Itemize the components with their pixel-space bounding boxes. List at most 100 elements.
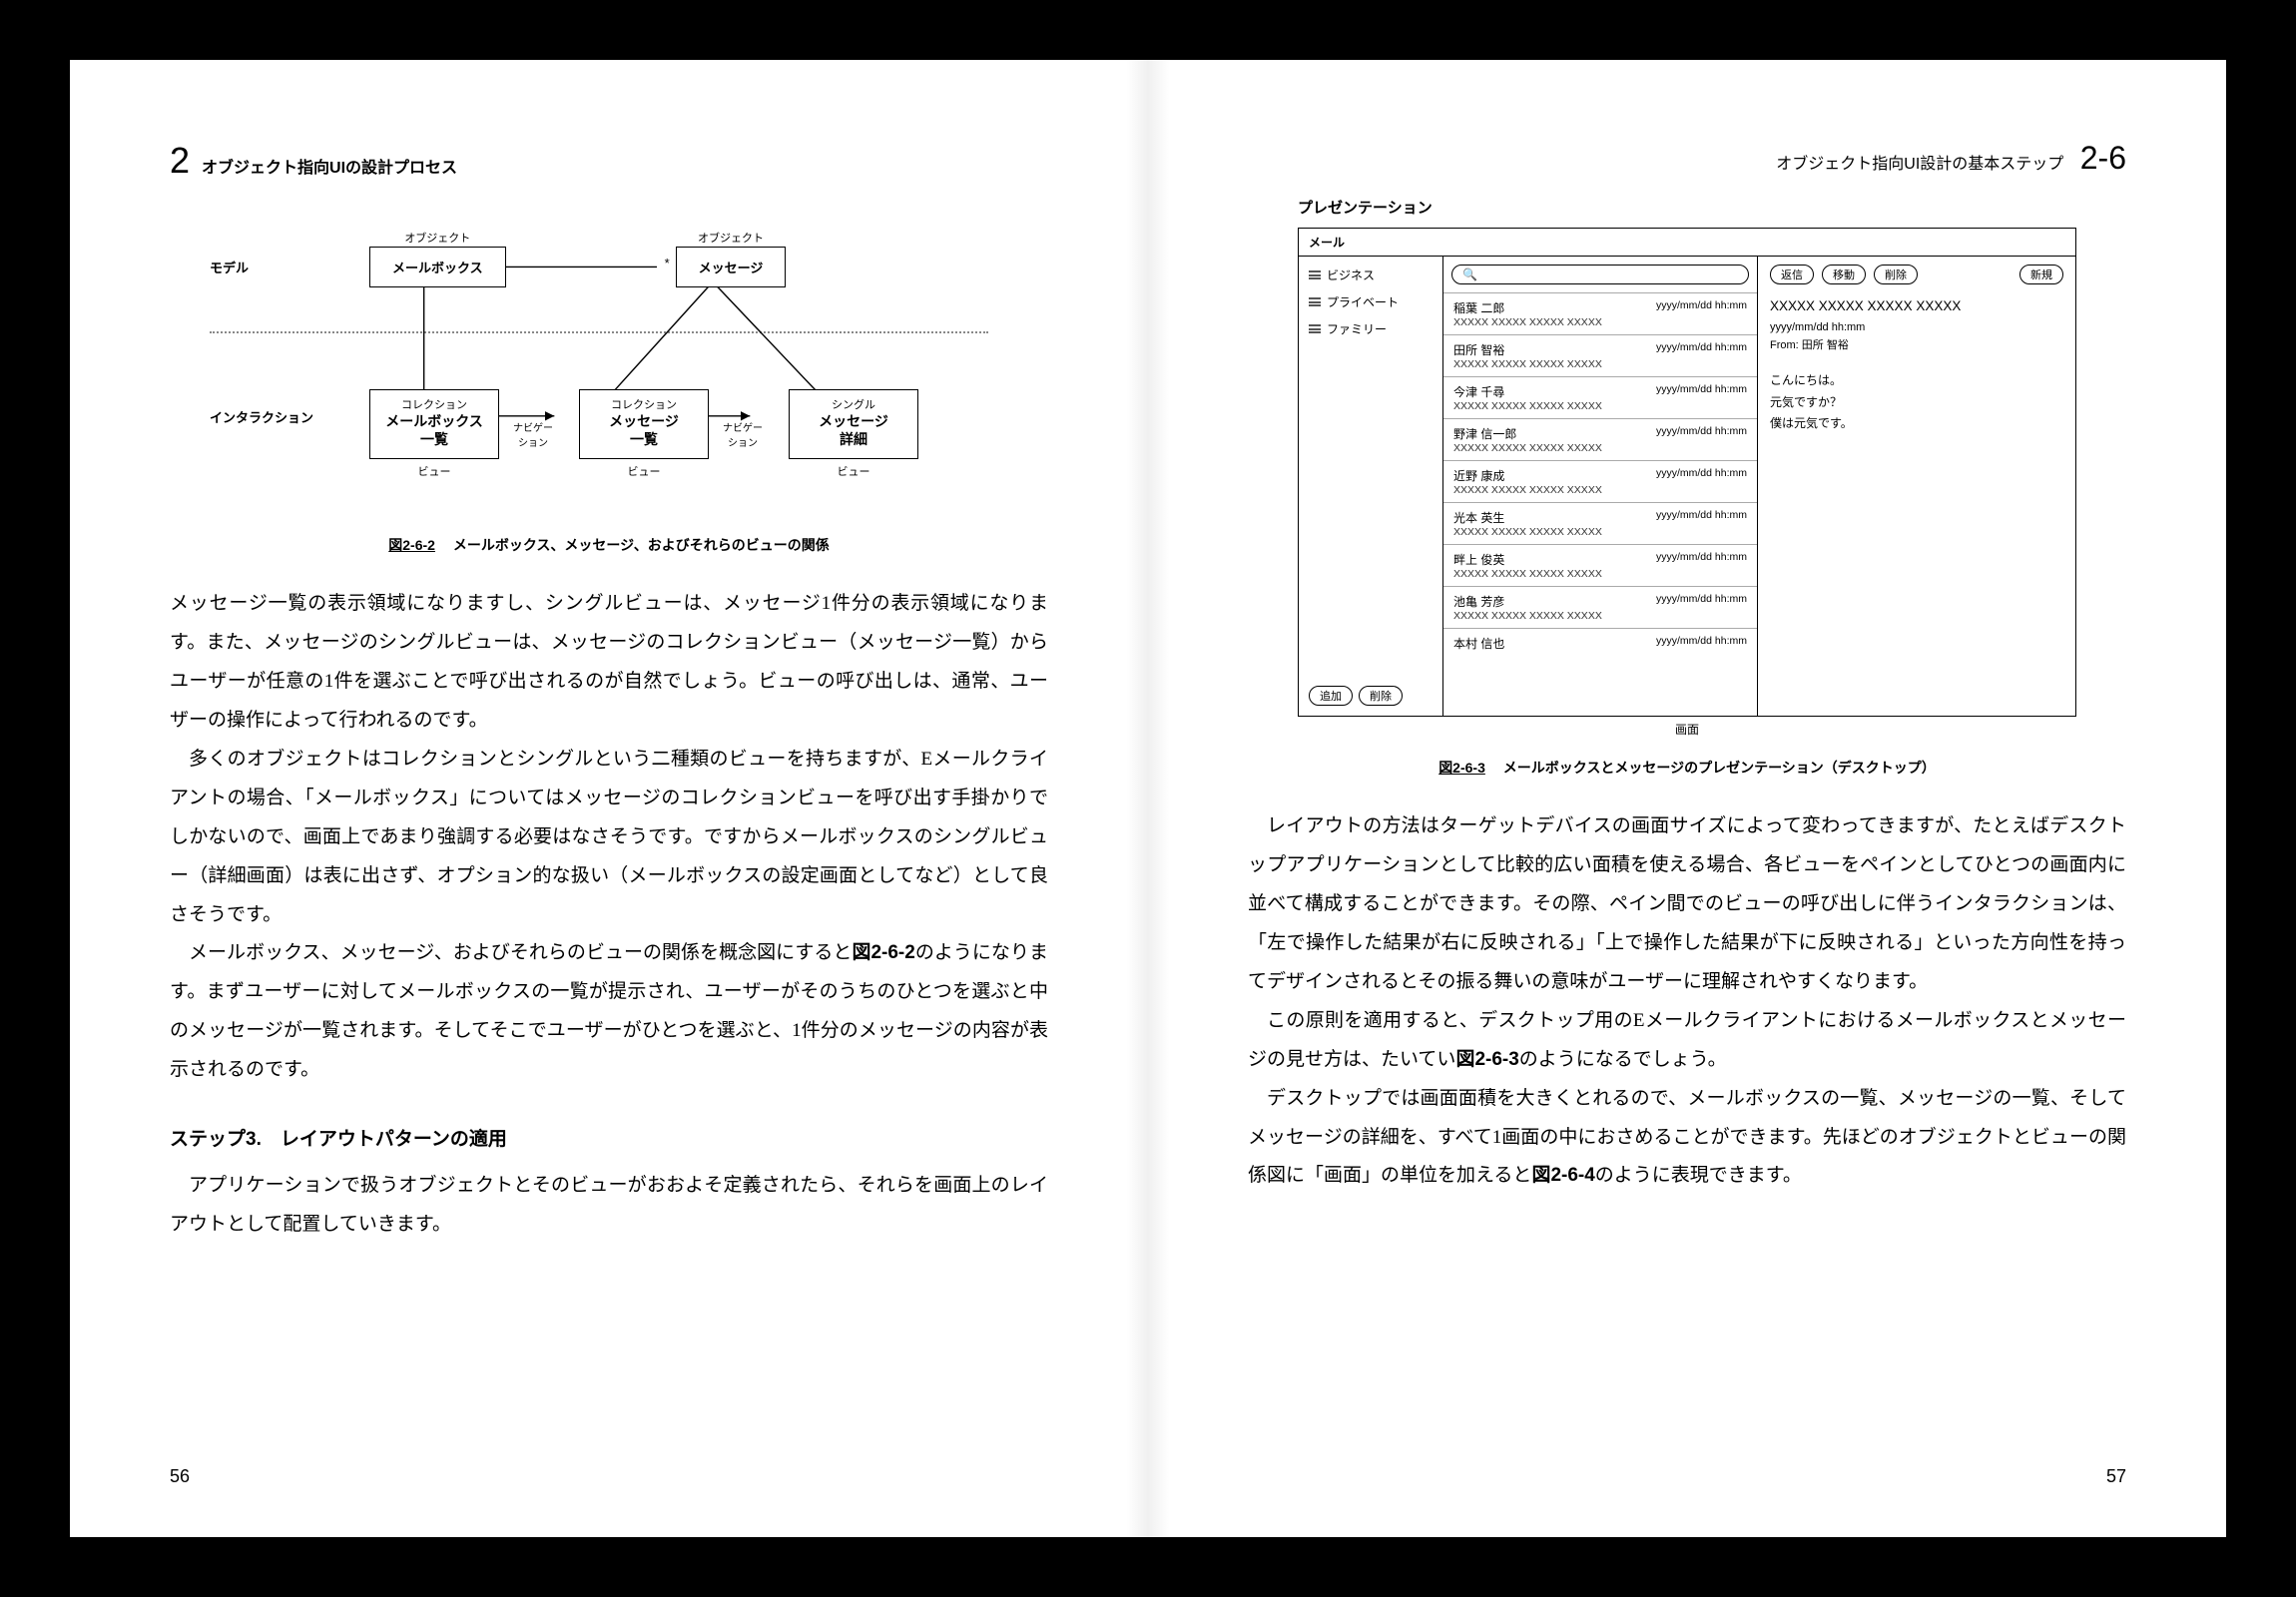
item-name: 今津 千尋	[1453, 383, 1504, 400]
fig-ref: 図2-6-4	[1531, 1165, 1594, 1186]
new-button[interactable]: 新規	[2019, 265, 2063, 284]
sidebar-folder[interactable]: プライベート	[1309, 293, 1433, 310]
item-date: yyyy/mm/dd hh:mm	[1656, 593, 1747, 610]
fig-ref: 図2-6-3	[1455, 1049, 1518, 1070]
item-date: yyyy/mm/dd hh:mm	[1656, 551, 1747, 568]
view-message-detail: シングル メッセージ 詳細	[789, 389, 918, 459]
item-subject: XXXXX XXXXX XXXXX XXXXX	[1453, 442, 1747, 454]
search-input[interactable]: 🔍	[1451, 265, 1749, 284]
delete-button[interactable]: 削除	[1874, 265, 1918, 284]
view-label: メッセージ 詳細	[804, 412, 903, 448]
view-message-list: コレクション メッセージ 一覧	[579, 389, 709, 459]
item-name: 近野 康成	[1453, 467, 1504, 484]
paragraph: デスクトップでは画面面積を大きくとれるので、メールボックスの一覧、メッセージの一…	[1248, 1080, 2126, 1197]
detail-from: From: 田所 智裕	[1770, 336, 2063, 352]
fig-text: メールボックス、メッセージ、およびそれらのビューの関係	[453, 537, 830, 553]
fig-caption-2-6-2: 図2-6-2 メールボックス、メッセージ、およびそれらのビューの関係	[170, 535, 1048, 555]
item-name: 畔上 俊英	[1453, 551, 1504, 568]
item-name: 池亀 芳彦	[1453, 593, 1504, 610]
view-label: メールボックス 一覧	[384, 412, 484, 448]
list-item[interactable]: 畔上 俊英 yyyy/mm/dd hh:mmXXXXX XXXXX XXXXX X…	[1443, 545, 1757, 587]
item-date: yyyy/mm/dd hh:mm	[1656, 467, 1747, 484]
chapter-number: 2	[170, 140, 190, 182]
object-mailbox: オブジェクト メールボックス	[369, 247, 506, 287]
wf-message-list: 🔍 稲葉 二郎yyyy/mm/dd hh:mmXXXXX XXXXX XXXXX…	[1443, 257, 1758, 716]
wf-toolbar: 返信 移動 削除 新規	[1770, 265, 2063, 284]
obj-label: オブジェクト	[370, 230, 505, 246]
item-name: 光本 英生	[1453, 509, 1504, 526]
item-date: yyyy/mm/dd hh:mm	[1656, 341, 1747, 358]
item-subject: XXXXX XXXXX XXXXX XXXXX	[1453, 484, 1747, 496]
item-date: yyyy/mm/dd hh:mm	[1656, 635, 1747, 652]
view-mailbox-list: コレクション メールボックス 一覧	[369, 389, 499, 459]
header-right: オブジェクト指向UI設計の基本ステップ 2-6	[1248, 140, 2126, 177]
paragraph: メッセージ一覧の表示領域になりますし、シングルビューは、メッセージ1件分の表示領…	[170, 585, 1048, 741]
item-subject: XXXXX XXXXX XXXXX XXXXX	[1453, 400, 1747, 412]
item-subject: XXXXX XXXXX XXXXX XXXXX	[1453, 526, 1747, 538]
page-left: 2 オブジェクト指向UIの設計プロセス モデル オブジェクト	[70, 60, 1148, 1537]
wf-under-label: 画面	[1248, 721, 2126, 738]
sidebar-folder[interactable]: ビジネス	[1309, 266, 1433, 283]
section-title: オブジェクト指向UI設計の基本ステップ	[1776, 156, 2063, 173]
list-item[interactable]: 稲葉 二郎 yyyy/mm/dd hh:mmXXXXX XXXXX XXXXX X…	[1443, 293, 1757, 335]
list-item[interactable]: 田所 智裕 yyyy/mm/dd hh:mmXXXXX XXXXX XXXXX X…	[1443, 335, 1757, 377]
wf-message-detail: 返信 移動 削除 新規 XXXXX XXXXX XXXXX XXXXX yyyy…	[1758, 257, 2075, 716]
item-subject: XXXXX XXXXX XXXXX XXXXX	[1453, 568, 1747, 580]
page-right: オブジェクト指向UI設計の基本ステップ 2-6 プレゼンテーション メール ビジ…	[1148, 60, 2226, 1537]
header-left: 2 オブジェクト指向UIの設計プロセス	[170, 140, 1048, 182]
item-date: yyyy/mm/dd hh:mm	[1656, 299, 1747, 316]
paragraph: アプリケーションで扱うオブジェクトとそのビューがおおよそ定義されたら、それらを画…	[170, 1167, 1048, 1245]
wf-search-row: 🔍	[1443, 257, 1757, 293]
sidebar-folder[interactable]: ファミリー	[1309, 320, 1433, 337]
view-label: メッセージ 一覧	[594, 412, 694, 448]
item-date: yyyy/mm/dd hh:mm	[1656, 383, 1747, 400]
item-date: yyyy/mm/dd hh:mm	[1656, 509, 1747, 526]
fig-ref: 図2-6-2	[852, 942, 914, 963]
detail-subject: XXXXX XXXXX XXXXX XXXXX	[1770, 298, 2063, 313]
item-name: 野津 信一郎	[1453, 425, 1516, 442]
item-subject: XXXXX XXXXX XXXXX XXXXX	[1453, 316, 1747, 328]
list-icon	[1309, 270, 1321, 279]
fig-num: 図2-6-2	[388, 537, 435, 553]
wf-body: ビジネスプライベートファミリー 追加 削除 🔍 稲葉 二郎 yyyy/mm/dd …	[1299, 257, 2075, 716]
list-item[interactable]: 近野 康成 yyyy/mm/dd hh:mmXXXXX XXXXX XXXXX X…	[1443, 461, 1757, 503]
list-item[interactable]: 池亀 芳彦 yyyy/mm/dd hh:mmXXXXX XXXXX XXXXX X…	[1443, 587, 1757, 629]
item-name: 稲葉 二郎	[1453, 299, 1504, 316]
body-text-left: メッセージ一覧の表示領域になりますし、シングルビューは、メッセージ1件分の表示領…	[170, 585, 1048, 1245]
wf-items: 稲葉 二郎yyyy/mm/dd hh:mmXXXXX XXXXX XXXXX X…	[1443, 293, 1757, 716]
item-subject: XXXXX XXXXX XXXXX XXXXX	[1453, 358, 1747, 370]
reply-button[interactable]: 返信	[1770, 265, 1814, 284]
section-number: 2-6	[2080, 140, 2126, 176]
body-text-right: レイアウトの方法はターゲットデバイスの画面サイズによって変わってきますが、たとえ…	[1248, 807, 2126, 1196]
folder-label: ビジネス	[1327, 266, 1375, 283]
search-icon: 🔍	[1462, 267, 1477, 281]
obj-label: オブジェクト	[677, 230, 786, 246]
fig-text: メールボックスとメッセージのプレゼンテーション（デスクトップ）	[1503, 760, 1936, 776]
page-number-right: 57	[2106, 1466, 2126, 1487]
list-item[interactable]: 野津 信一郎yyyy/mm/dd hh:mmXXXXX XXXXX XXXXX …	[1443, 419, 1757, 461]
list-item[interactable]: 光本 英生 yyyy/mm/dd hh:mmXXXXX XXXXX XXXXX X…	[1443, 503, 1757, 545]
wf-titlebar: メール	[1299, 229, 2075, 257]
list-icon	[1309, 324, 1321, 333]
list-icon	[1309, 297, 1321, 306]
wf-sidebar: ビジネスプライベートファミリー 追加 削除	[1299, 257, 1443, 716]
folder-label: プライベート	[1327, 293, 1399, 310]
add-button[interactable]: 追加	[1309, 686, 1353, 706]
wf-side-buttons: 追加 削除	[1309, 686, 1403, 706]
page-number-left: 56	[170, 1466, 190, 1487]
diagram-lines	[210, 222, 1048, 521]
wireframe-mail-app: メール ビジネスプライベートファミリー 追加 削除 🔍 稲葉 二郎yyyy	[1298, 228, 2076, 717]
item-subject: XXXXX XXXXX XXXXX XXXXX	[1453, 610, 1747, 622]
step3-heading: ステップ3. レイアウトパターンの適用	[170, 1124, 1048, 1151]
paragraph: 多くのオブジェクトはコレクションとシングルという二種類のビューを持ちますが、Eメ…	[170, 741, 1048, 935]
move-button[interactable]: 移動	[1822, 265, 1866, 284]
diagram-2-6-2: モデル オブジェクト メールボックス * オブジェクト メッセージ インタラクシ…	[210, 222, 1048, 521]
delete-button[interactable]: 削除	[1359, 686, 1403, 706]
list-item[interactable]: 本村 信也yyyy/mm/dd hh:mm	[1443, 629, 1757, 658]
paragraph: この原則を適用すると、デスクトップ用のEメールクライアントにおけるメールボックス…	[1248, 1002, 2126, 1080]
book-spread: 2 オブジェクト指向UIの設計プロセス モデル オブジェクト	[70, 60, 2226, 1537]
fig-caption-2-6-3: 図2-6-3 メールボックスとメッセージのプレゼンテーション（デスクトップ）	[1248, 758, 2126, 778]
detail-body: こんにちは。 元気ですか？ 僕は元気です。	[1770, 370, 2063, 435]
item-name: 田所 智裕	[1453, 341, 1504, 358]
list-item[interactable]: 今津 千尋 yyyy/mm/dd hh:mmXXXXX XXXXX XXXXX X…	[1443, 377, 1757, 419]
